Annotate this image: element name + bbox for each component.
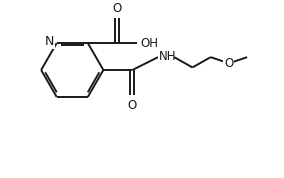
Text: OH: OH [140,36,158,49]
Text: O: O [128,99,137,112]
Text: N: N [45,35,54,48]
Text: O: O [224,57,233,70]
Text: NH: NH [159,50,177,63]
Text: O: O [112,2,122,15]
